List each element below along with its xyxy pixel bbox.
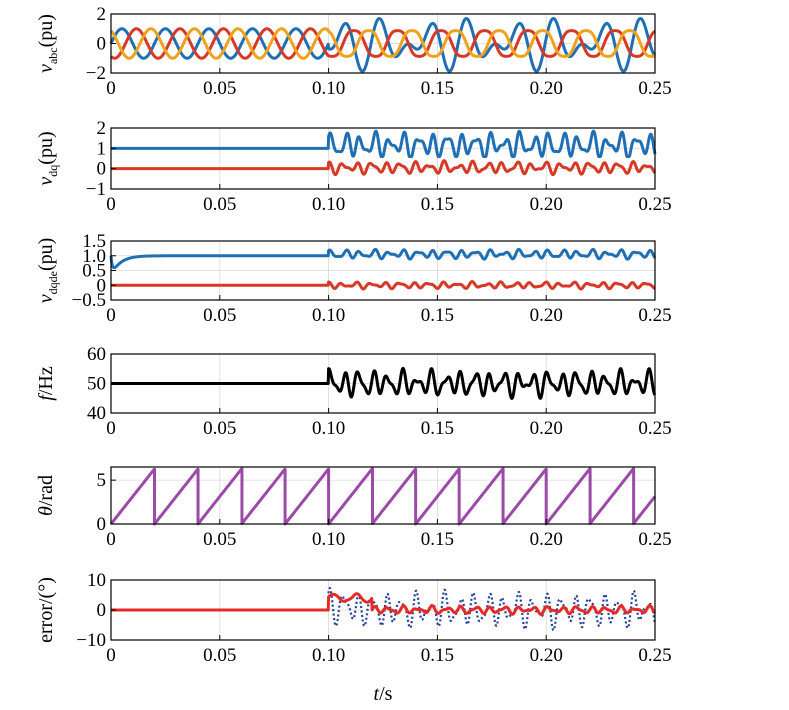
x-tick-label: 0.20 <box>530 78 563 99</box>
series-line-f <box>109 366 657 400</box>
x-tick-label: 0.20 <box>530 418 563 439</box>
y-tick-label: 2 <box>97 118 107 139</box>
x-tick-label: 0.15 <box>421 305 454 326</box>
x-tick-label: 0.25 <box>638 194 671 215</box>
x-tick-label: 0.15 <box>421 78 454 99</box>
series-line-vd <box>109 129 657 158</box>
y-axis-label: error/(°) <box>35 577 57 643</box>
x-tick-label: 0.25 <box>638 418 671 439</box>
y-axis-label-main: θ <box>35 506 57 516</box>
x-tick-label: 0.25 <box>638 529 671 550</box>
y-tick-label: −2 <box>86 63 106 84</box>
x-tick-label: 0.05 <box>203 305 236 326</box>
x-tick-label: 0.10 <box>312 78 345 99</box>
y-tick-label: 60 <box>87 344 106 365</box>
y-axis-label-main: v <box>35 294 57 303</box>
x-tick-label: 0 <box>106 194 116 215</box>
panel-theta: 0 5 0 0.05 0.10 0.15 0.20 0.25 θ/rad <box>35 466 672 550</box>
x-tick-label: 0.15 <box>421 418 454 439</box>
x-tick-label: 0.20 <box>530 645 563 666</box>
y-tick-label: 1.5 <box>82 231 106 252</box>
x-tick-label: 0.10 <box>312 194 345 215</box>
y-axis-label-main: error/(°) <box>35 577 57 643</box>
panel-freq: 40 50 60 0 0.05 0.10 0.15 0.20 0.25 f/Hz <box>35 344 672 439</box>
y-axis-label: θ/rad <box>35 475 57 516</box>
x-tick-label: 0.25 <box>638 645 671 666</box>
y-tick-label: 1.0 <box>82 246 106 267</box>
x-tick-label: 0.05 <box>203 194 236 215</box>
y-tick-label: 0 <box>97 600 107 621</box>
y-tick-label: 5 <box>97 470 107 491</box>
series-line-theta <box>109 467 657 526</box>
y-axis-label-main: v <box>35 177 57 186</box>
x-tick-label: 0 <box>106 645 116 666</box>
x-axis-label: t/s <box>374 683 393 705</box>
y-tick-label: 0.5 <box>82 261 106 282</box>
x-tick-label: 0.10 <box>312 305 345 326</box>
y-axis-label: f/Hz <box>35 366 57 401</box>
y-axis-label-unit: /Hz <box>35 366 57 395</box>
x-tick-label: 0 <box>106 418 116 439</box>
y-tick-label: −10 <box>76 630 106 651</box>
y-tick-label: 1 <box>97 138 107 159</box>
y-axis-label-main: f <box>35 393 57 401</box>
y-tick-label: 2 <box>97 4 107 25</box>
y-axis-label-sub: dq <box>46 165 60 177</box>
x-tick-label: 0.05 <box>203 78 236 99</box>
y-axis-label-unit: (pu) <box>35 238 57 271</box>
x-tick-label: 0 <box>106 529 116 550</box>
x-tick-label: 0.15 <box>421 645 454 666</box>
y-axis-label-unit: (pu) <box>35 131 57 164</box>
x-tick-label: 0.20 <box>530 305 563 326</box>
x-tick-label: 0.25 <box>638 78 671 99</box>
series-line-error_solid <box>109 592 657 616</box>
series-line-vc <box>109 27 657 60</box>
y-tick-label: 0 <box>97 514 107 535</box>
y-axis-label-main: v <box>35 64 57 73</box>
x-axis-label-italic: t <box>374 683 380 705</box>
series-line-vq <box>109 159 657 177</box>
x-tick-label: 0 <box>106 78 116 99</box>
x-tick-label: 0 <box>106 305 116 326</box>
y-axis-label: vdq(pu) <box>35 131 60 185</box>
series-line-vd_de <box>109 247 657 270</box>
y-tick-label: 0 <box>97 159 107 180</box>
x-tick-label: 0.20 <box>530 529 563 550</box>
x-tick-label: 0.10 <box>312 645 345 666</box>
x-axis-label-unit: /s <box>379 683 393 705</box>
x-tick-label: 0.10 <box>312 418 345 439</box>
y-tick-label: −1 <box>86 179 106 200</box>
y-axis-label-sub: dqde <box>46 271 60 294</box>
y-axis-label: vabc(pu) <box>35 14 60 73</box>
y-axis-label-sub: abc <box>46 47 60 64</box>
x-tick-label: 0.15 <box>421 194 454 215</box>
x-tick-label: 0.05 <box>203 418 236 439</box>
x-tick-label: 0.15 <box>421 529 454 550</box>
x-tick-label: 0.10 <box>312 529 345 550</box>
y-tick-label: 0 <box>97 275 107 296</box>
axes-frame <box>110 466 656 525</box>
x-tick-label: 0.20 <box>530 194 563 215</box>
x-tick-label: 0.05 <box>203 529 236 550</box>
y-tick-label: 40 <box>87 403 106 424</box>
y-tick-label: −0.5 <box>72 290 106 311</box>
x-tick-label: 0.05 <box>203 645 236 666</box>
series-line-vq_de <box>109 280 657 291</box>
y-axis-label: vdqde(pu) <box>35 238 60 304</box>
y-tick-label: 0 <box>97 34 107 55</box>
axes-frame <box>110 127 656 190</box>
x-tick-label: 0.25 <box>638 305 671 326</box>
y-tick-label: 10 <box>87 570 106 591</box>
y-tick-label: 50 <box>87 374 106 395</box>
panel-vdqde: −0.500.51.01.50 0.05 0.10 0.15 0.20 0.25vdqde… <box>35 231 672 326</box>
y-axis-label-unit: /rad <box>35 475 57 506</box>
y-axis-label-unit: (pu) <box>35 14 57 47</box>
